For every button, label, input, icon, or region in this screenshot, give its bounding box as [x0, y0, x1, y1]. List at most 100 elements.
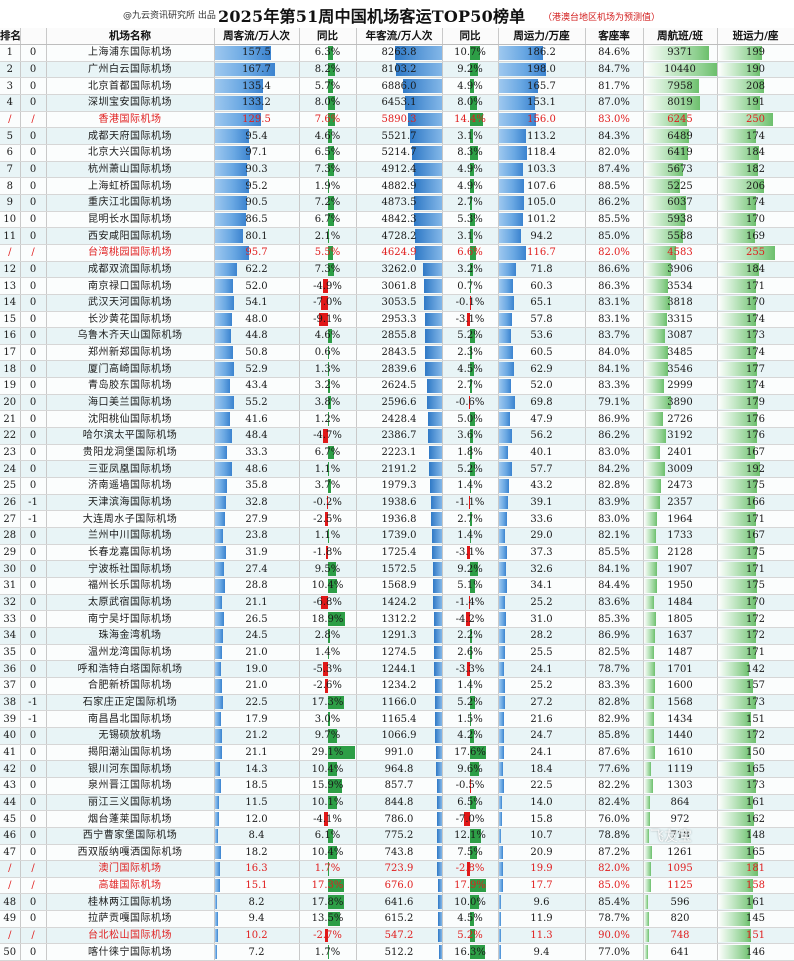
weekly-pax-cell: 27.4 — [214, 561, 299, 578]
weekly-capacity-cell: 52.0 — [498, 378, 585, 395]
seats-per-flight-cell-value: 182 — [746, 164, 765, 175]
weekly-yoy-cell-value: -5.3% — [313, 664, 342, 675]
rank-change-cell: 0 — [20, 228, 46, 245]
weekly-capacity-cell: 11.9 — [498, 911, 585, 928]
seats-per-flight-cell-value: 184 — [746, 147, 765, 158]
rank-cell-value: 2 — [7, 64, 13, 75]
weekly-capacity-cell: 65.1 — [498, 294, 585, 311]
weekly-capacity-cell-value: 101.2 — [527, 214, 556, 225]
rank-cell-value: 3 — [7, 81, 13, 92]
seats-per-flight-cell: 176 — [717, 428, 794, 445]
load-factor-cell: 83.3% — [585, 378, 643, 395]
airport-name-cell-value: 杭州萧山国际机场 — [88, 164, 172, 175]
weekly-capacity-cell: 186.2 — [498, 45, 585, 62]
seats-per-flight-cell: 172 — [717, 611, 794, 628]
load-factor-cell: 87.2% — [585, 844, 643, 861]
weekly-pax-bar — [215, 412, 230, 426]
rank-cell: 44 — [0, 794, 20, 811]
weekly-capacity-bar — [499, 696, 506, 710]
load-factor-cell-value: 78.8% — [598, 830, 630, 841]
weekly-yoy-cell-value: 1.2% — [315, 414, 340, 425]
seats-per-flight-cell-value: 176 — [746, 430, 765, 441]
annual-pax-cell: 3053.5 — [356, 294, 442, 311]
annual-pax-bar — [428, 429, 441, 443]
weekly-capacity-cell: 9.6 — [498, 894, 585, 911]
rank-change-cell: 0 — [20, 528, 46, 545]
weekly-flights-bar — [644, 346, 668, 360]
seats-per-flight-cell-value: 171 — [746, 514, 765, 525]
weekly-yoy-cell-value: 1.7% — [315, 947, 340, 958]
annual-pax-cell-value: 1166.0 — [382, 697, 417, 708]
table-header-row: 排名 机场名称 周客流/万人次 同比 年客流/万人次 同比 周运力/万座 客座率… — [0, 28, 794, 45]
annual-pax-bar — [436, 746, 442, 760]
weekly-pax-cell-value: 8.4 — [249, 830, 265, 841]
rank-change-cell-value: 0 — [30, 947, 36, 958]
seats-per-flight-cell: 166 — [717, 494, 794, 511]
annual-yoy-cell: 3.1% — [442, 228, 498, 245]
weekly-yoy-cell-value: -1.8% — [313, 547, 342, 558]
weekly-yoy-cell-value: -6.8% — [313, 597, 342, 608]
rank-cell-value: 40 — [3, 730, 16, 741]
annual-pax-cell: 1274.5 — [356, 644, 442, 661]
annual-yoy-cell: 5.2% — [442, 461, 498, 478]
annual-pax-cell-value: 964.8 — [385, 764, 414, 775]
annual-pax-cell-value: 775.2 — [385, 830, 414, 841]
annual-pax-cell: 857.7 — [356, 777, 442, 794]
weekly-pax-bar — [215, 313, 232, 327]
load-factor-cell-value: 83.1% — [598, 297, 630, 308]
rank-change-cell-value: 0 — [30, 64, 36, 75]
weekly-yoy-cell-value: 17.3% — [312, 880, 344, 891]
weekly-pax-bar — [215, 796, 219, 810]
weekly-capacity-bar — [499, 646, 505, 660]
weekly-capacity-cell: 165.7 — [498, 78, 585, 95]
rank-cell-value: 45 — [3, 814, 16, 825]
rank-cell-value: 34 — [3, 630, 16, 641]
load-factor-cell-value: 87.4% — [598, 164, 630, 175]
weekly-capacity-cell-value: 71.8 — [530, 264, 552, 275]
annual-pax-cell-value: 1938.6 — [382, 497, 417, 508]
weekly-flights-cell-value: 5938 — [667, 214, 692, 225]
weekly-capacity-cell-value: 40.1 — [530, 447, 552, 458]
load-factor-cell-value: 86.9% — [598, 630, 630, 641]
airport-name-cell: 武汉天河国际机场 — [46, 294, 214, 311]
rank-change-cell: 0 — [20, 344, 46, 361]
weekly-yoy-cell: 1.7% — [299, 944, 356, 961]
rank-change-cell-value: -1 — [28, 714, 38, 725]
weekly-pax-cell-value: 10.2 — [245, 930, 267, 941]
weekly-yoy-cell: 1.7% — [299, 861, 356, 878]
load-factor-cell: 82.2% — [585, 777, 643, 794]
seats-per-flight-cell-value: 175 — [746, 580, 765, 591]
seats-per-flight-cell: 191 — [717, 94, 794, 111]
annual-pax-bar — [434, 612, 441, 626]
seats-per-flight-cell-value: 175 — [746, 547, 765, 558]
weekly-flights-bar — [644, 462, 665, 476]
weekly-flights-bar — [644, 912, 650, 926]
airport-name-cell-value: 西宁曹家堡国际机场 — [83, 830, 178, 841]
rank-change-cell-value: 0 — [30, 530, 36, 541]
airport-name-cell-value: 桂林两江国际机场 — [88, 897, 172, 908]
load-factor-cell: 84.1% — [585, 361, 643, 378]
airport-name-cell-value: 大连周水子国际机场 — [83, 514, 178, 525]
annual-yoy-cell: 6.5% — [442, 794, 498, 811]
annual-yoy-cell: 8.0% — [442, 94, 498, 111]
weekly-capacity-cell: 156.0 — [498, 111, 585, 128]
annual-yoy-cell-value: -3.1% — [456, 314, 485, 325]
annual-yoy-cell-value: 5.2% — [457, 330, 482, 341]
weekly-capacity-bar — [499, 346, 513, 360]
weekly-flights-cell-value: 3315 — [667, 314, 692, 325]
weekly-flights-cell: 3818 — [643, 294, 717, 311]
weekly-capacity-cell: 19.9 — [498, 861, 585, 878]
load-factor-cell: 85.5% — [585, 544, 643, 561]
weekly-flights-cell-value: 2401 — [667, 447, 692, 458]
weekly-flights-cell: 5673 — [643, 161, 717, 178]
weekly-flights-cell: 1950 — [643, 578, 717, 595]
weekly-flights-cell: 9371 — [643, 45, 717, 62]
airport-name-cell: 无锡硕放机场 — [46, 727, 214, 744]
annual-yoy-cell-value: 1.8% — [457, 447, 482, 458]
weekly-yoy-cell-value: -9.1% — [313, 314, 342, 325]
rank-cell: 1 — [0, 45, 20, 62]
seats-per-flight-cell: 173 — [717, 694, 794, 711]
annual-pax-cell: 786.0 — [356, 811, 442, 828]
annual-pax-bar — [434, 629, 441, 643]
